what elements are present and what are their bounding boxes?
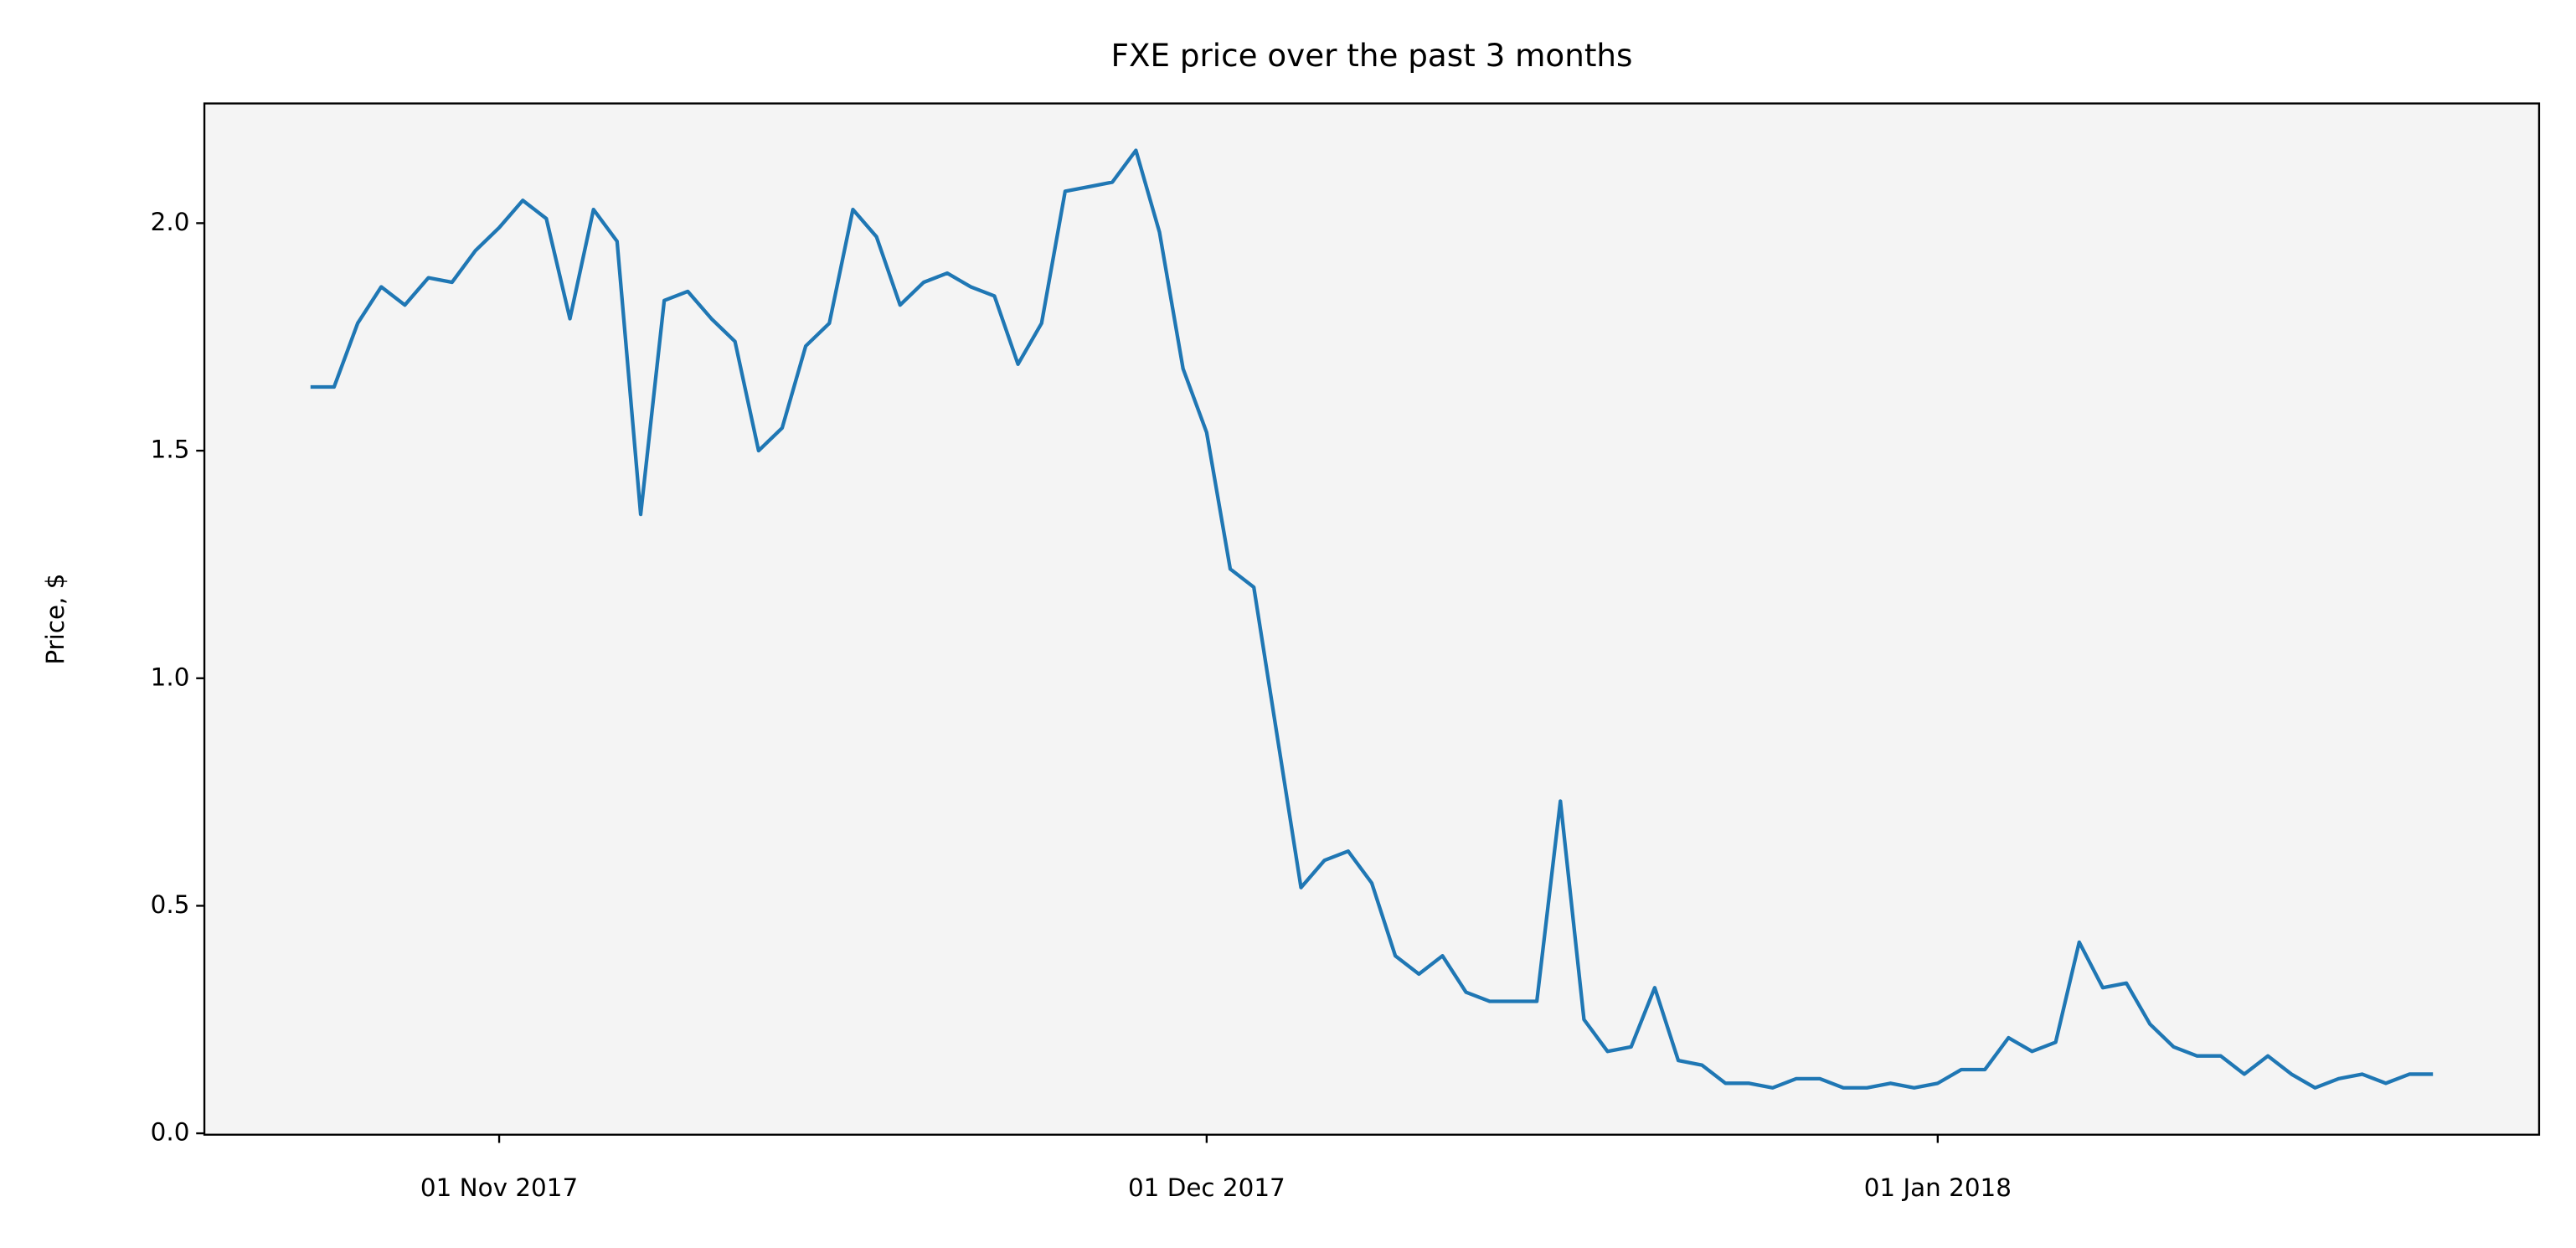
y-tick-label: 1.0 — [151, 663, 190, 691]
y-tick-label: 1.5 — [151, 436, 190, 464]
x-tick-label: 01 Dec 2017 — [1128, 1173, 1285, 1202]
y-tick-label: 2.0 — [151, 208, 190, 236]
plot-frame — [203, 102, 2541, 1136]
y-tick-label: 0.5 — [151, 890, 190, 919]
price-line — [310, 148, 2434, 1090]
y-tick-label: 0.0 — [151, 1118, 190, 1147]
x-tick-label: 01 Nov 2017 — [420, 1173, 578, 1202]
chart-title: FXE price over the past 3 months — [1111, 37, 1633, 74]
y-axis-label: Price, $ — [41, 574, 70, 665]
plot-area — [204, 103, 2539, 1135]
x-tick-label: 01 Jan 2018 — [1864, 1173, 2012, 1202]
